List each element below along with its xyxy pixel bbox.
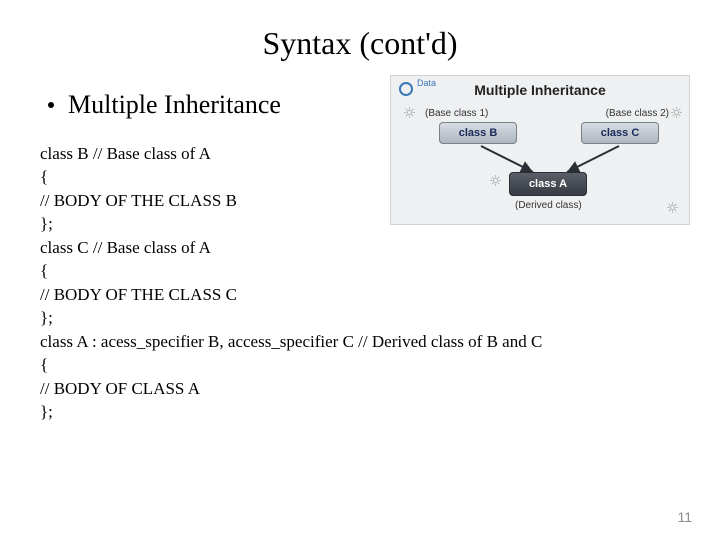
code-line: class A : acess_specifier B, access_spec… — [40, 330, 680, 353]
page-number: 11 — [677, 509, 692, 525]
bullet-text: Multiple Inheritance — [68, 90, 281, 120]
class-c-box: class C — [581, 122, 659, 144]
gear-icon — [666, 201, 679, 214]
base1-label: (Base class 1) — [425, 108, 488, 119]
gear-icon — [489, 174, 502, 187]
code-line: }; — [40, 400, 680, 423]
class-a-box: class A — [509, 172, 587, 196]
code-line: { — [40, 259, 680, 282]
code-line: // BODY OF CLASS A — [40, 377, 680, 400]
derived-label: (Derived class) — [515, 200, 582, 211]
base2-label: (Base class 2) — [606, 108, 669, 119]
bullet-dot-icon — [48, 102, 54, 108]
slide: Syntax (cont'd) Multiple Inheritance cla… — [0, 0, 720, 540]
gear-icon — [403, 106, 416, 119]
code-line: // BODY OF THE CLASS C — [40, 283, 680, 306]
class-b-box: class B — [439, 122, 517, 144]
code-line: class C // Base class of A — [40, 236, 680, 259]
gear-icon — [670, 106, 683, 119]
code-line: { — [40, 353, 680, 376]
diagram-title: Multiple Inheritance — [391, 82, 689, 98]
inheritance-diagram: Data Multiple Inheritance (Base class 1)… — [390, 75, 690, 225]
code-line: }; — [40, 306, 680, 329]
slide-title: Syntax (cont'd) — [40, 25, 680, 62]
